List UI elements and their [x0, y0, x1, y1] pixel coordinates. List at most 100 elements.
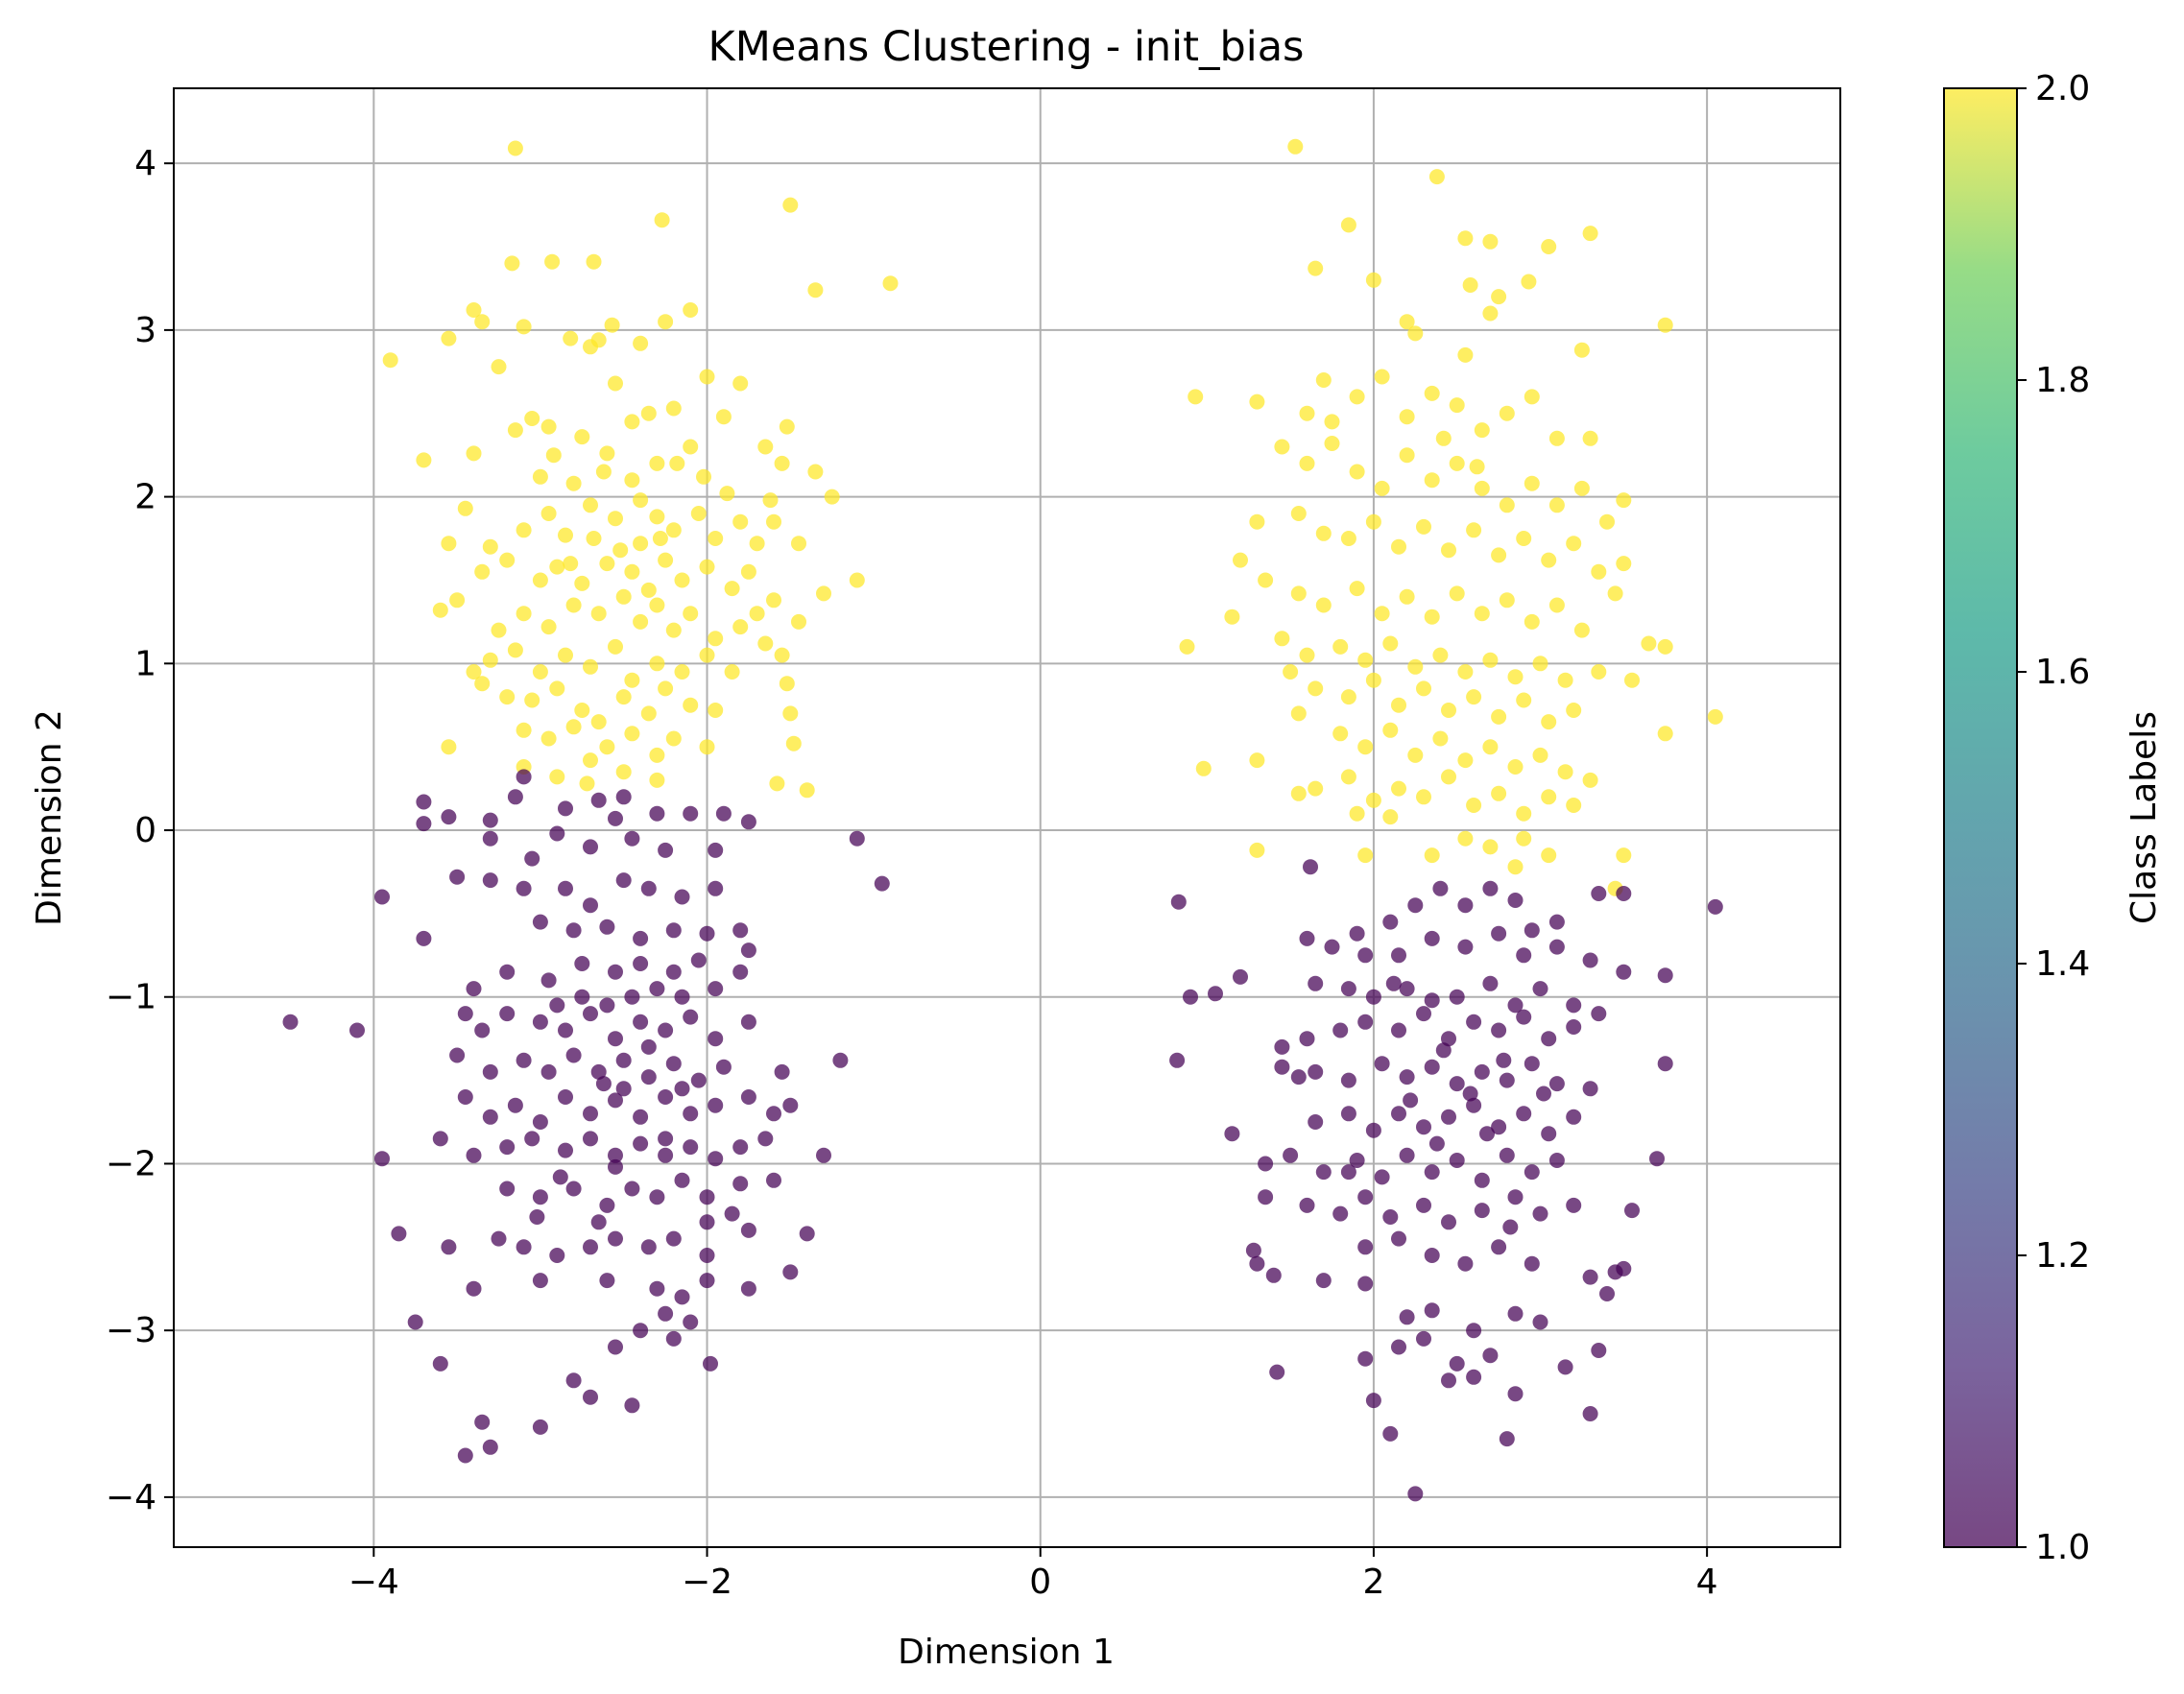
scatter-point	[696, 468, 711, 485]
scatter-point	[1315, 597, 1332, 613]
y-tick-label: 1	[134, 644, 156, 683]
scatter-point	[583, 897, 598, 914]
scatter-point	[732, 1176, 749, 1192]
scatter-point	[532, 914, 548, 930]
scatter-point	[1616, 886, 1632, 901]
scatter-point	[1521, 274, 1537, 290]
scatter-point	[640, 1038, 657, 1055]
scatter-point	[374, 1151, 390, 1167]
scatter-point	[1707, 898, 1723, 915]
scatter-point	[1457, 664, 1474, 680]
scatter-point	[1491, 547, 1507, 563]
scatter-point	[1403, 1092, 1419, 1109]
scatter-point	[1466, 1014, 1482, 1030]
scatter-point	[1548, 497, 1565, 513]
scatter-point	[665, 964, 682, 980]
scatter-point	[1532, 981, 1548, 997]
scatter-point	[1299, 1197, 1315, 1213]
scatter-point	[590, 606, 607, 622]
scatter-point	[615, 689, 632, 705]
scatter-point	[590, 714, 607, 730]
scatter-point	[1315, 1273, 1332, 1289]
scatter-point	[1357, 739, 1374, 755]
scatter-point	[1516, 805, 1532, 822]
scatter-point	[1582, 1269, 1598, 1285]
scatter-point	[1365, 672, 1381, 688]
chart-title: KMeans Clustering - init_bias	[708, 23, 1305, 71]
scatter-point	[1532, 1205, 1548, 1222]
plot-frame	[173, 87, 1841, 1548]
scatter-point	[540, 506, 557, 521]
scatter-point	[1258, 1156, 1274, 1172]
scatter-point	[1391, 697, 1406, 713]
scatter-point	[658, 1022, 674, 1038]
x-axis-ticks: −4 −2 0 2 4	[348, 1547, 1718, 1602]
scatter-point	[1416, 789, 1431, 805]
scatter-point	[608, 964, 623, 980]
scatter-point	[690, 506, 707, 521]
y-tick-label: −2	[106, 1144, 156, 1183]
scatter-point	[1357, 1350, 1374, 1367]
scatter-point	[1482, 1348, 1499, 1364]
scatter-point	[1616, 964, 1632, 980]
scatter-point	[1524, 1255, 1540, 1272]
scatter-point	[491, 1230, 507, 1247]
scatter-point	[1462, 1086, 1478, 1102]
scatter-point	[1385, 975, 1402, 991]
y-tick-label: −4	[106, 1478, 156, 1517]
scatter-point	[649, 455, 665, 471]
scatter-point	[699, 925, 715, 942]
scatter-point	[1516, 692, 1532, 708]
scatter-point	[1482, 305, 1499, 322]
scatter-point	[499, 964, 516, 980]
scatter-point	[1349, 389, 1365, 405]
scatter-point	[1258, 572, 1274, 588]
scatter-point	[665, 1230, 682, 1247]
scatter-point	[774, 455, 790, 471]
scatter-point	[1591, 886, 1607, 901]
scatter-point	[1308, 780, 1324, 797]
scatter-point	[608, 375, 623, 392]
scatter-point	[612, 542, 629, 559]
scatter-point	[1441, 1372, 1456, 1389]
scatter-point	[1591, 1343, 1607, 1358]
scatter-point	[649, 805, 665, 822]
scatter-point	[740, 1280, 756, 1297]
scatter-point	[1308, 975, 1324, 991]
scatter-point	[1416, 680, 1431, 697]
scatter-point	[791, 536, 806, 552]
scatter-point	[1449, 455, 1465, 471]
scatter-point	[1502, 1219, 1519, 1235]
scatter-point	[1382, 809, 1399, 825]
scatter-point	[1616, 492, 1632, 509]
scatter-point	[1332, 638, 1349, 655]
scatter-point	[1308, 1063, 1324, 1080]
scatter-point	[1582, 952, 1598, 968]
scatter-point	[1516, 1106, 1532, 1122]
scatter-point	[583, 839, 598, 855]
scatter-point	[1407, 1486, 1424, 1502]
scatter-point	[432, 1131, 448, 1147]
scatter-point	[529, 1209, 545, 1225]
scatter-point	[1249, 842, 1265, 858]
scatter-point	[1641, 635, 1657, 652]
scatter-point	[1274, 1038, 1290, 1055]
scatter-point	[1274, 631, 1290, 647]
scatter-point	[633, 536, 649, 552]
scatter-point	[416, 930, 432, 946]
scatter-point	[1449, 585, 1465, 602]
scatter-point	[1441, 542, 1456, 559]
scatter-point	[724, 1205, 740, 1222]
scatter-point	[507, 642, 523, 658]
scatter-point	[1424, 1164, 1440, 1181]
scatter-point	[1416, 1197, 1431, 1213]
scatter-point	[499, 552, 516, 568]
scatter-point	[665, 622, 682, 638]
scatter-point	[1466, 798, 1482, 813]
scatter-point	[1365, 272, 1381, 288]
scatter-point	[624, 414, 640, 430]
y-axis-label: Dimension 2	[30, 709, 69, 926]
scatter-point	[1382, 914, 1399, 930]
scatter-point	[608, 810, 623, 826]
scatter-point	[715, 1059, 732, 1075]
